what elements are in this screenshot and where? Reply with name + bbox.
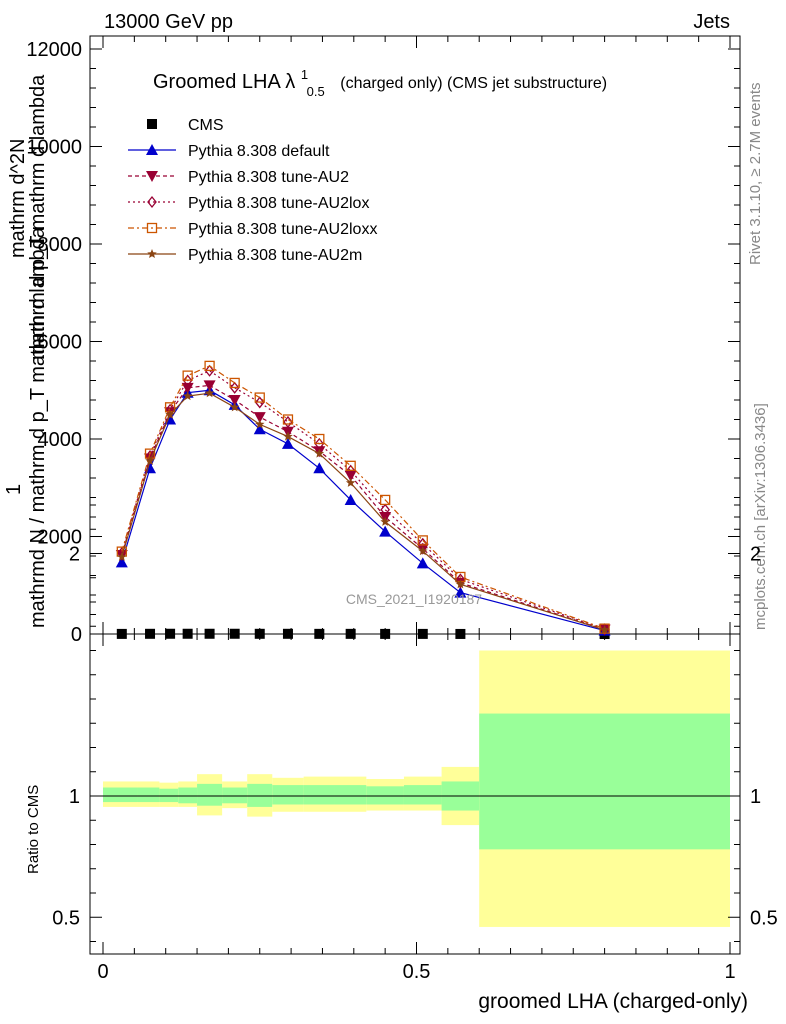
legend-item: Pythia 8.308 default (128, 143, 330, 160)
data-point (255, 629, 265, 639)
ratio-band-stat (159, 789, 178, 802)
data-point (284, 417, 292, 427)
data-point (165, 629, 175, 639)
ratio-band-stat (304, 785, 335, 804)
y-tick-label: 6000 (38, 332, 83, 354)
chart-title-sub: 0.5 (307, 84, 325, 99)
data-point (418, 629, 428, 639)
y-tick-label: 0 (71, 624, 82, 646)
ratio-y-tick-label-left: 1 (69, 786, 80, 808)
ratio-band-stat (137, 788, 159, 803)
ratio-y-tick-label-right: 1 (750, 786, 761, 808)
header-process: 13000 GeV pp (104, 11, 233, 33)
y-axis-title-top: 1 (3, 484, 25, 495)
y-tick-label: 4000 (38, 429, 83, 451)
y-tick-label: 12000 (26, 39, 82, 61)
mcplots-label: mcplots.cern.ch [arXiv:1306.3436] (752, 403, 769, 630)
ratio-band-stat (272, 785, 303, 804)
legend-label: Pythia 8.308 default (188, 143, 330, 160)
legend-marker (147, 119, 157, 129)
chart-title-sup: 1 (301, 67, 308, 82)
legend-item: CMS (147, 117, 224, 134)
y-tick-label: 8000 (38, 234, 83, 256)
data-point (455, 629, 465, 639)
data-point (230, 629, 240, 639)
ratio-y-tick-label-right: 0.5 (750, 907, 778, 929)
legend-item: Pythia 8.308 tune-AU2m (128, 247, 362, 264)
ratio-band-stat (404, 785, 442, 804)
data-point (183, 629, 193, 639)
ratio-y-tick-label-right: 2 (750, 544, 761, 566)
ratio-y-tick-label-left: 2 (69, 544, 80, 566)
data-point (346, 629, 356, 639)
legend: CMS Pythia 8.308 default Pythia 8.308 tune… (128, 117, 377, 264)
data-point (314, 629, 324, 639)
chart-title-main: Groomed LHA λ (153, 71, 295, 93)
y-tick-label: 10000 (26, 137, 82, 159)
ratio-bands (103, 651, 730, 927)
data-point (205, 388, 215, 397)
main-axis-ticks: 020004000600080001000012000 (26, 36, 740, 646)
ratio-y-title: Ratio to CMS (25, 785, 42, 874)
ratio-band-stat (222, 788, 247, 804)
x-tick-label: 0.5 (403, 961, 431, 983)
ratio-band-stat (366, 786, 404, 804)
chart-title: Groomed LHA λ 1 0.5 (charged only) (CMS … (153, 62, 607, 101)
data-point (380, 629, 390, 639)
ratio-band-stat (103, 788, 137, 803)
data-point (117, 629, 127, 639)
ratio-band-stat (479, 714, 730, 850)
y-axis-title-bottom: mathrmd N / mathrm d p_T mathrm d lambda (27, 226, 49, 628)
legend-label: Pythia 8.308 tune-AU2 (188, 169, 349, 186)
x-tick-label: 0 (97, 961, 108, 983)
legend-item: Pythia 8.308 tune-AU2 (128, 169, 349, 186)
ratio-y-tick-label-left: 0.5 (52, 907, 80, 929)
legend-item: Pythia 8.308 tune-AU2lox (128, 195, 369, 212)
data-point (205, 629, 215, 639)
ratio-band-stat (178, 788, 197, 804)
rivet-label: Rivet 3.1.10, ≥ 2.7M events (747, 83, 764, 266)
legend-label: Pythia 8.308 tune-AU2loxx (188, 221, 377, 238)
legend-label: Pythia 8.308 tune-AU2m (188, 247, 362, 264)
ratio-band-stat (197, 784, 222, 806)
chart-title-extra: (charged only) (CMS jet substructure) (340, 75, 607, 92)
legend-label: Pythia 8.308 tune-AU2lox (188, 195, 369, 212)
data-point (283, 629, 293, 639)
legend-item: Pythia 8.308 tune-AU2loxx (128, 221, 377, 238)
x-tick-label: 1 (724, 961, 735, 983)
data-point (313, 462, 325, 473)
chart-root: 13000 GeV pp Jets Rivet 3.1.10, ≥ 2.7M e… (0, 0, 786, 1024)
legend-marker (147, 249, 157, 258)
data-point (145, 629, 155, 639)
legend-label: CMS (188, 117, 224, 134)
ratio-band-stat (247, 784, 272, 807)
ratio-band-stat (335, 785, 366, 804)
analysis-watermark: CMS_2021_I1920187 (346, 591, 482, 607)
x-axis-title: groomed LHA (charged-only) (478, 990, 748, 1013)
header-category: Jets (693, 11, 730, 33)
